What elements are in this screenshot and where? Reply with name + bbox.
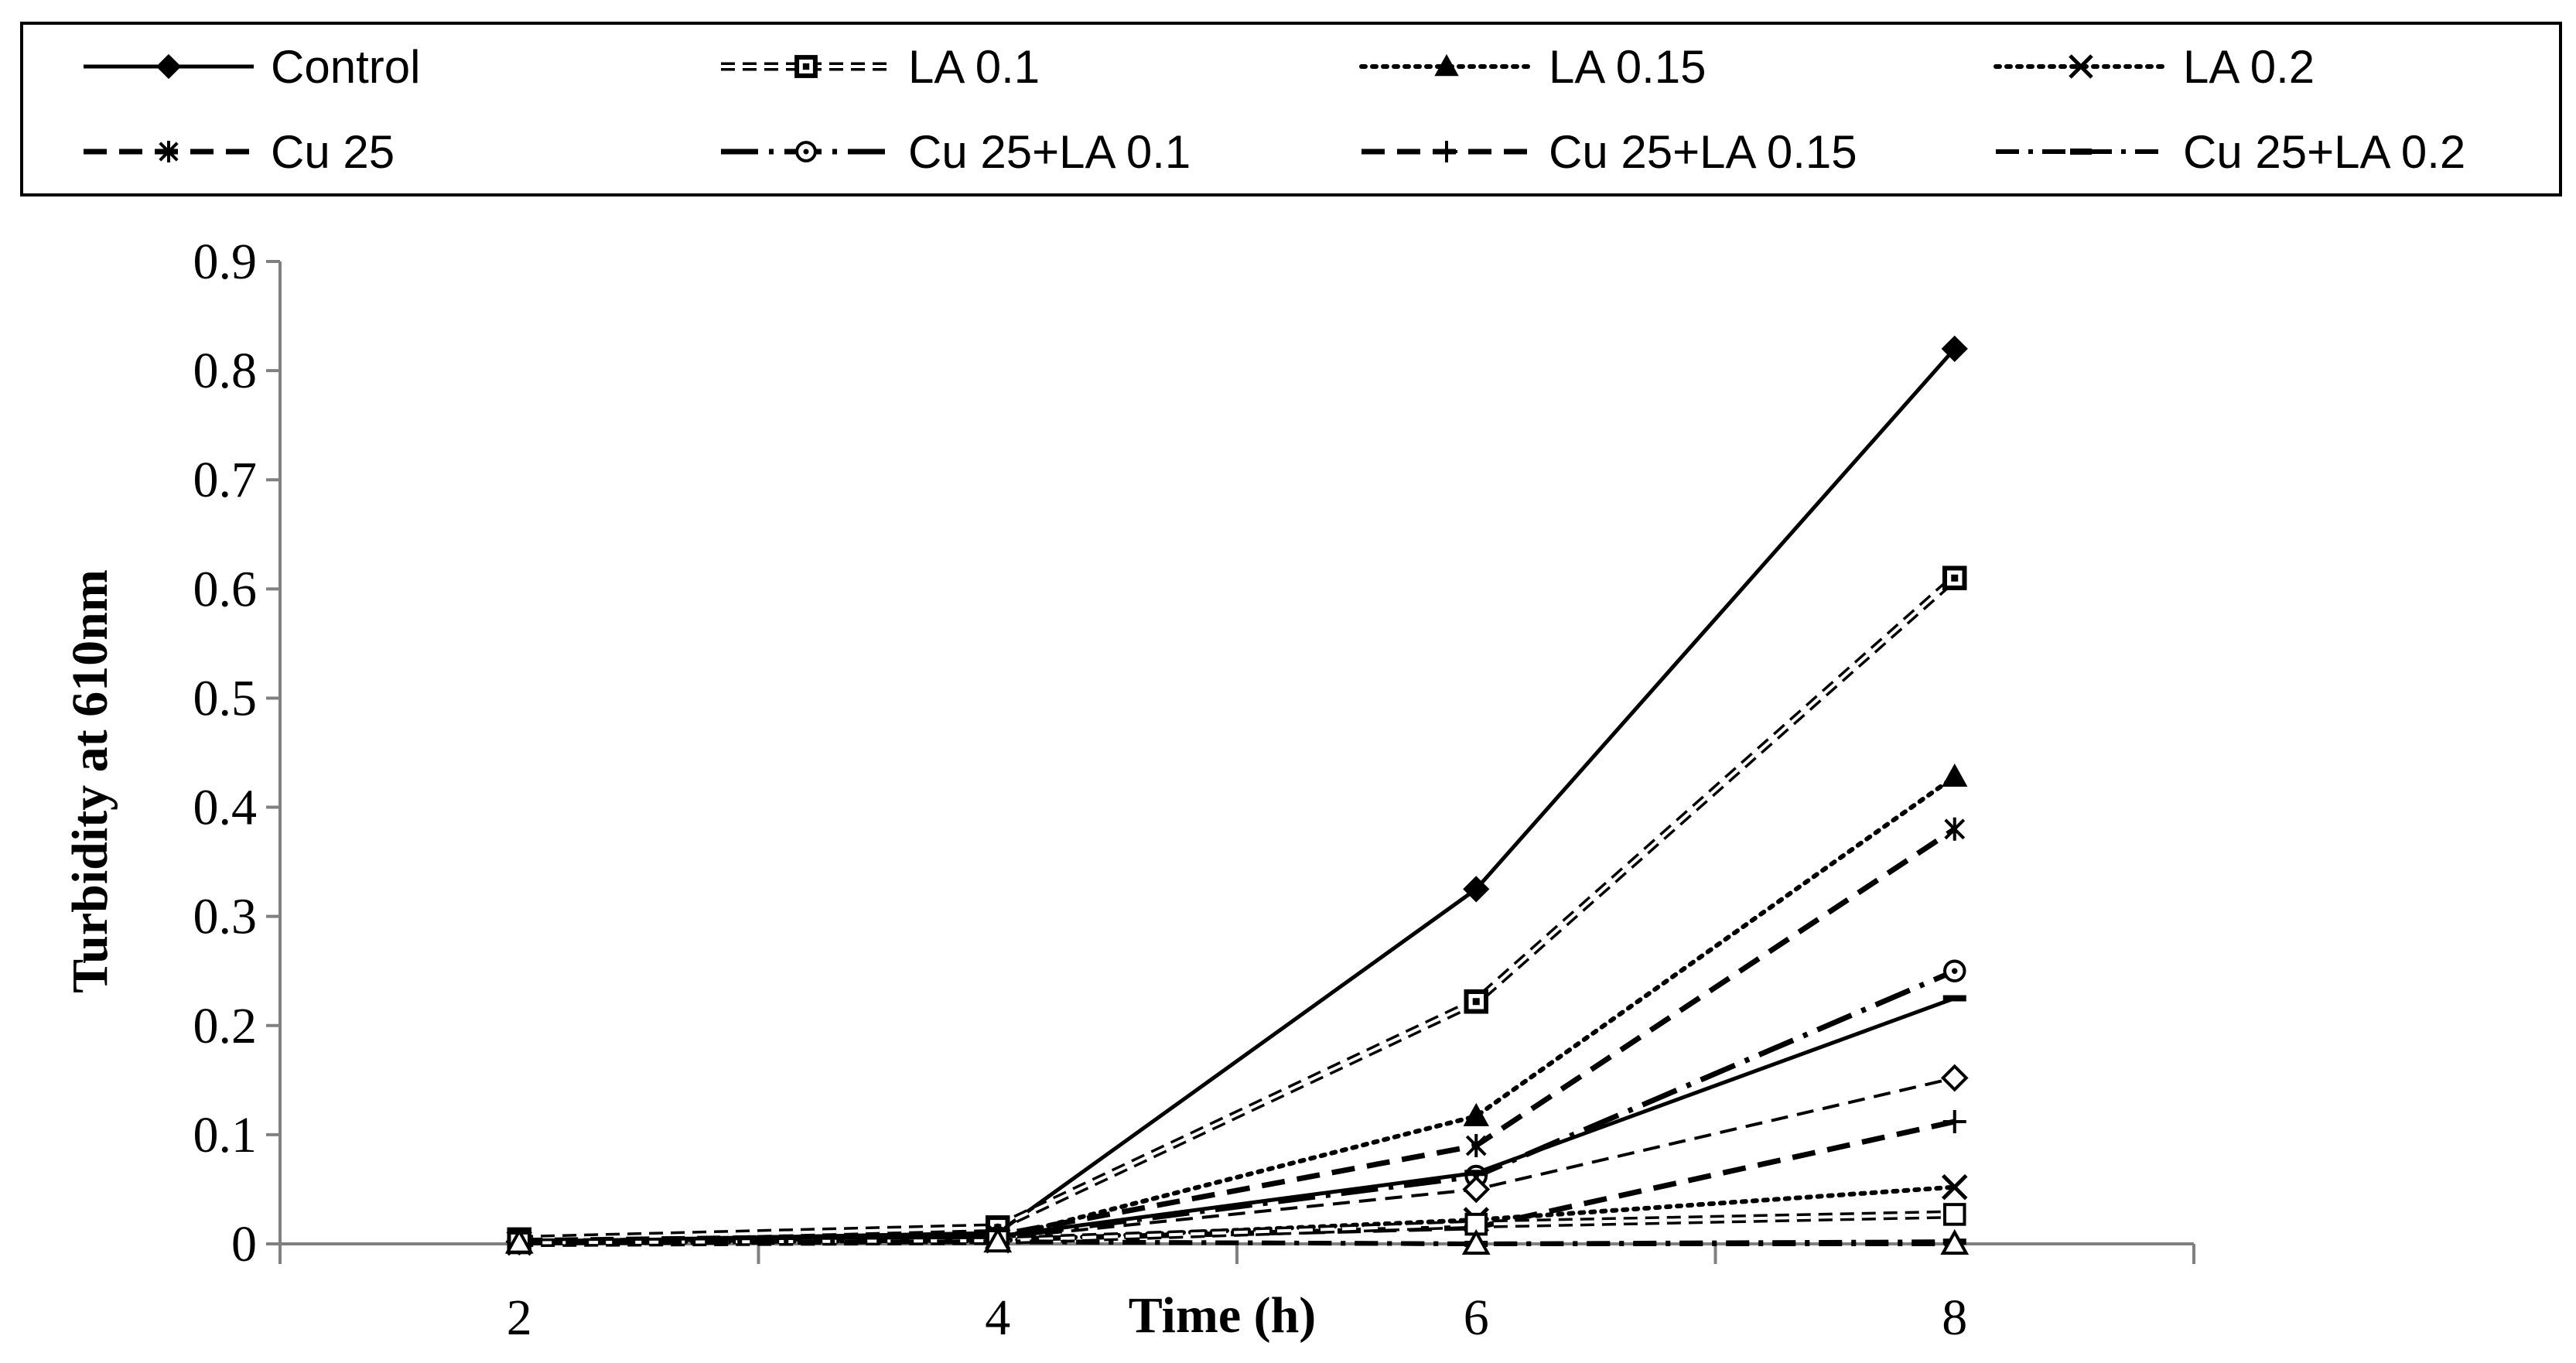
x-axis-ticks: 2 4 6 8 [278,1244,2195,1346]
legend-entry: LA 0.15 [1359,41,1707,93]
data-point-11-3 [1940,1228,1970,1255]
legend-entry: LA 0.2 [1993,41,2315,93]
legend-label: Cu 25+LA 0.15 [1549,126,1857,178]
y-tick-label: 0.3 [193,889,258,945]
data-point-2-3 [1942,763,1968,787]
x-tick-label: 4 [985,1290,1010,1346]
data-point-4-2 [1465,1134,1487,1157]
legend-label: Cu 25 [271,126,395,178]
legend-marker [1436,141,1457,162]
series-markers [504,335,1970,1256]
legend: Control LA 0.1 LA 0.15 LA 0.2 Cu 25 Cu 25+LA … [84,41,2465,178]
data-point-2-2 [1463,1102,1489,1126]
legend-marker [794,55,818,78]
y-tick-label: 0.9 [193,234,258,290]
data-point-1-2 [1464,989,1488,1014]
data-point-8-2 [1464,1170,1488,1177]
x-tick-label: 2 [507,1290,532,1346]
data-point-10-3 [1943,1203,1966,1226]
data-point-4-3 [1944,817,1966,841]
legend-marker [2070,149,2092,155]
data-point-6-3 [1942,1109,1966,1133]
data-point-9-2 [1462,1175,1491,1204]
data-point-3-3 [1941,1173,1968,1201]
legend-marker [795,141,817,162]
x-tick-label: 6 [1464,1290,1489,1346]
legend-label: Cu 25+LA 0.2 [2183,126,2465,178]
legend-entry: Cu 25+LA 0.15 [1361,126,1857,178]
legend-label: LA 0.15 [1549,41,1707,93]
data-point-1-3 [1942,565,1967,590]
y-tick-label: 0.5 [193,670,258,726]
series-line-4 [519,826,1956,1244]
data-point-0-2 [1463,876,1490,903]
y-tick-label: 0.2 [193,998,258,1054]
series-line-1-inner [519,576,1956,1242]
legend-entry: Cu 25+LA 0.1 [721,126,1191,178]
series-line-1 [519,575,1958,1244]
x-tick-label: 8 [1942,1290,1967,1346]
legend-marker [159,141,179,162]
data-point-11-1 [983,1227,1013,1253]
legend-label: Cu 25+LA 0.1 [908,126,1191,178]
legend-entry: Cu 25 [84,126,395,178]
y-tick-label: 0.1 [193,1107,258,1163]
y-axis-ticks: 0 0.1 0.2 0.3 0.4 0.5 0.6 0.7 0.8 0.9 [193,234,280,1272]
y-axis-title: Turbidity at 610nm [62,569,118,993]
legend-label: LA 0.1 [908,41,1040,93]
x-axis-title: Time (h) [1129,1287,1317,1344]
y-tick-label: 0.8 [193,343,258,399]
legend-label: LA 0.2 [2183,41,2315,93]
data-point-11-2 [1461,1228,1491,1255]
data-point-9-3 [1940,1064,1969,1092]
series-line-5 [519,968,1956,1245]
y-tick-label: 0 [231,1216,257,1272]
data-point-0-3 [1941,335,1968,363]
legend-marker [2069,54,2093,79]
series-line-6 [519,1119,1956,1246]
series-line-8 [519,996,1956,1244]
series-lines [517,347,1958,1248]
data-point-5-3 [1943,959,1966,982]
legend-label: Control [271,41,420,93]
legend-entry: Cu 25+LA 0.2 [1996,126,2465,178]
y-tick-label: 0.7 [193,452,258,508]
data-point-8-3 [1942,995,1966,1002]
legend-box [20,22,2562,196]
data-point-11-0 [504,1228,534,1254]
series-line-11 [519,1239,1955,1246]
series-line-0 [519,347,1956,1244]
legend-marker [1434,53,1459,77]
legend-entry: Control [84,41,420,93]
legend-entry: LA 0.1 [721,41,1040,93]
y-tick-label: 0.6 [193,561,258,617]
legend-marker [155,53,182,80]
y-tick-label: 0.4 [193,780,258,836]
